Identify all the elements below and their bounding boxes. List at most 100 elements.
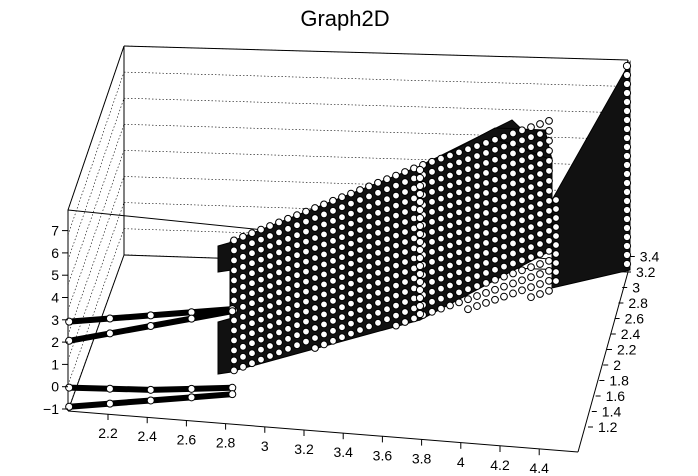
data-point [356, 286, 364, 294]
data-point [473, 232, 481, 240]
data-point [491, 195, 499, 204]
data-point [446, 181, 454, 190]
data-point [527, 173, 535, 182]
data-point [239, 292, 247, 301]
data-point [365, 322, 373, 331]
data-point [105, 384, 114, 393]
data-point [275, 248, 283, 257]
data-point [356, 246, 364, 254]
data-point [257, 345, 265, 354]
data-point [473, 222, 481, 230]
data-point [356, 296, 364, 304]
data-point [518, 186, 526, 195]
data-point [284, 304, 292, 313]
data-point [545, 226, 553, 235]
data-point [284, 284, 292, 293]
data-point [320, 330, 328, 339]
data-point [266, 312, 274, 320]
data-points [65, 61, 632, 411]
data-point [329, 216, 337, 225]
data-point [509, 269, 517, 278]
data-point [320, 210, 328, 219]
data-point [230, 256, 238, 265]
data-point [437, 214, 445, 223]
data-point [302, 317, 310, 326]
data-point [491, 175, 499, 184]
data-point [105, 329, 114, 338]
y-tick-label: 3 [632, 280, 640, 296]
data-point [455, 238, 463, 247]
z-tick-label: 5 [51, 267, 59, 283]
data-point [491, 205, 499, 214]
data-point [415, 245, 425, 255]
data-point [383, 305, 391, 314]
data-point [455, 218, 463, 227]
data-point [622, 232, 632, 242]
data-point [266, 282, 274, 290]
data-point [365, 312, 373, 321]
data-point [266, 262, 274, 270]
data-point [248, 269, 256, 278]
data-point [482, 249, 490, 257]
data-point [455, 168, 463, 177]
data-point [257, 225, 265, 234]
data-point [509, 239, 517, 248]
frame-edge [577, 271, 629, 453]
data-point [266, 232, 274, 240]
data-point [509, 289, 517, 298]
data-point [338, 293, 346, 302]
data-point [347, 329, 355, 338]
data-point [356, 216, 364, 224]
data-point [482, 269, 490, 277]
data-point [401, 318, 409, 326]
data-point [622, 205, 632, 215]
data-point [536, 170, 544, 178]
data-point [455, 158, 463, 167]
data-point [622, 250, 632, 260]
data-point [552, 268, 560, 276]
data-point [518, 126, 526, 135]
chart-title: Graph2D [300, 6, 389, 31]
data-point [293, 291, 301, 300]
data-point [302, 277, 310, 286]
data-point [329, 226, 337, 235]
data-point [248, 259, 256, 268]
data-point [293, 231, 301, 240]
data-point [527, 273, 535, 282]
data-point [446, 271, 454, 280]
data-point [518, 216, 526, 225]
data-point [622, 214, 632, 224]
data-point [473, 252, 481, 260]
data-point [518, 166, 526, 175]
x-tick-label: 2.8 [216, 435, 236, 451]
data-point [415, 301, 425, 311]
z-tick-label: 1 [51, 356, 59, 372]
data-point [329, 296, 337, 305]
data-point [383, 285, 391, 294]
data-point [284, 224, 292, 233]
data-point [230, 356, 238, 365]
data-point [455, 228, 463, 237]
data-point [622, 97, 632, 107]
data-point [374, 258, 382, 267]
data-point [374, 278, 382, 287]
data-point [338, 263, 346, 272]
data-point [311, 234, 319, 242]
data-point [401, 288, 409, 296]
data-point [266, 242, 274, 250]
data-point [482, 279, 490, 287]
data-point [500, 262, 508, 271]
data-point [491, 145, 499, 154]
data-point [401, 308, 409, 316]
data-point [455, 148, 463, 157]
data-point [257, 255, 265, 264]
data-point [415, 309, 425, 319]
data-point [518, 286, 526, 295]
data-point [536, 210, 544, 218]
data-point [518, 136, 526, 145]
data-point [552, 223, 560, 231]
data-point [356, 316, 364, 324]
data-point [228, 307, 237, 316]
data-point [401, 198, 409, 206]
data-point [146, 311, 155, 320]
